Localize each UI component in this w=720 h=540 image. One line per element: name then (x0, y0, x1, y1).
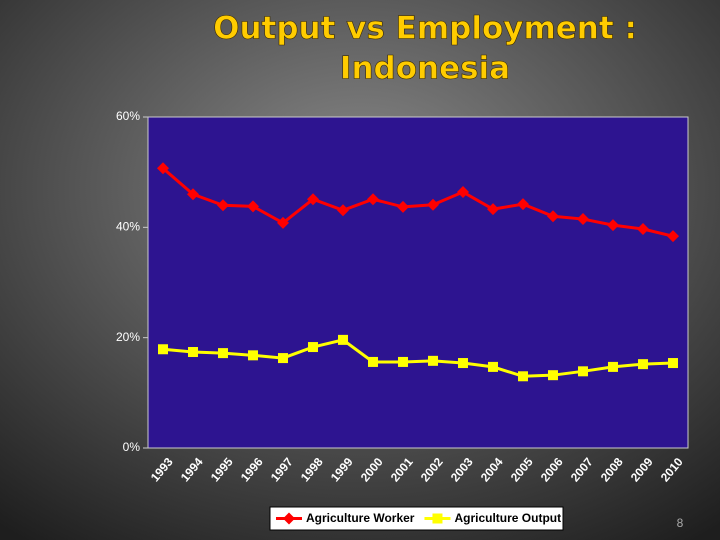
point (517, 198, 529, 211)
point (427, 198, 439, 211)
point (188, 347, 198, 358)
y-tick-label: 40% (116, 220, 140, 234)
title-line: Output vs Employment : (213, 11, 637, 47)
point (428, 355, 438, 366)
point (187, 188, 199, 201)
point (638, 359, 648, 370)
plot-area (147, 116, 689, 449)
point (607, 219, 619, 232)
legend-marker (283, 512, 295, 525)
point (457, 186, 469, 199)
point (397, 200, 409, 213)
legend-label: Agriculture Worker (306, 511, 415, 525)
legend-label: Agriculture Output (454, 511, 561, 525)
point (217, 199, 229, 212)
point (518, 371, 528, 382)
point (278, 353, 288, 364)
point (548, 370, 558, 381)
point (337, 204, 349, 217)
legend-box (269, 506, 564, 531)
point (398, 356, 408, 367)
legend-marker (432, 513, 443, 524)
legend: Agriculture Worker Agriculture Output (269, 506, 564, 531)
point (248, 350, 258, 361)
point (338, 334, 348, 345)
y-tick-label: 20% (116, 330, 140, 344)
title-line: Indonesia (340, 51, 510, 87)
point (608, 361, 618, 372)
point (308, 342, 318, 353)
page-number: 8 (677, 516, 684, 530)
point (487, 203, 499, 216)
point (247, 200, 259, 213)
point (158, 344, 168, 355)
point (367, 193, 379, 206)
point (637, 222, 649, 235)
point (307, 193, 319, 206)
point (547, 210, 559, 223)
y-tick-label: 0% (123, 440, 141, 454)
point (458, 358, 468, 369)
point (218, 348, 228, 359)
point (277, 216, 289, 229)
point (668, 358, 678, 369)
point (488, 361, 498, 372)
point (157, 162, 169, 175)
point (577, 213, 589, 226)
point (368, 356, 378, 367)
y-tick-label: 60% (116, 109, 140, 123)
point (667, 230, 679, 243)
point (578, 366, 588, 377)
